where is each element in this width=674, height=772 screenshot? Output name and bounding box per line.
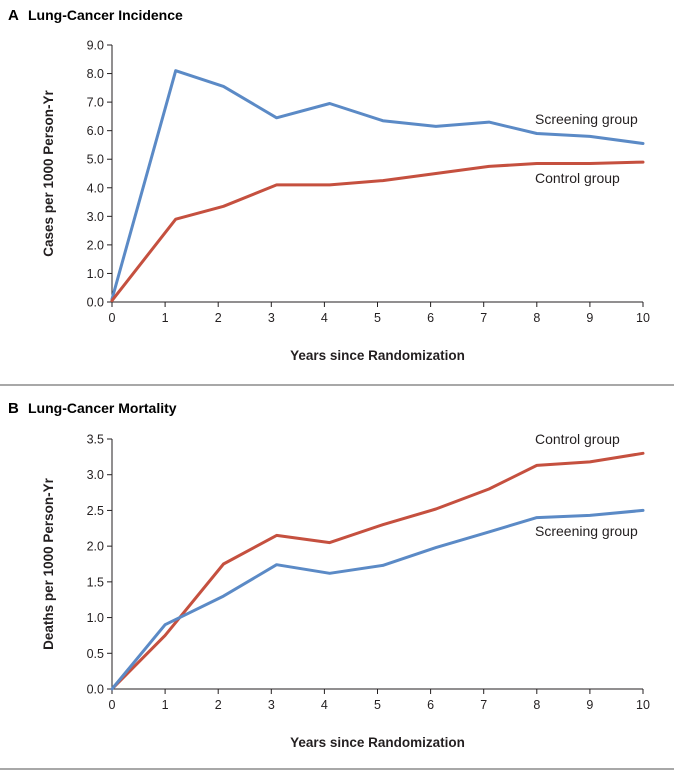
x-tick-label: 7 bbox=[480, 698, 487, 712]
panel-a-title: Lung-Cancer Incidence bbox=[28, 7, 183, 23]
x-tick-label: 10 bbox=[636, 311, 650, 325]
y-tick-label: 7.0 bbox=[87, 96, 104, 110]
y-tick-label: 0.0 bbox=[87, 296, 104, 310]
x-tick-label: 5 bbox=[374, 698, 381, 712]
y-tick-label: 0.0 bbox=[87, 683, 104, 697]
x-tick-label: 3 bbox=[268, 311, 275, 325]
y-tick-label: 3.5 bbox=[87, 433, 104, 447]
x-tick-label: 1 bbox=[162, 311, 169, 325]
control-group-label: Control group bbox=[535, 431, 620, 447]
panel-a-letter: A bbox=[8, 7, 19, 24]
x-tick-label: 8 bbox=[533, 698, 540, 712]
x-axis-title: Years since Randomization bbox=[290, 735, 465, 750]
control-group-label: Control group bbox=[535, 170, 620, 186]
y-tick-label: 1.0 bbox=[87, 611, 104, 625]
x-tick-label: 8 bbox=[533, 311, 540, 325]
x-tick-label: 9 bbox=[586, 698, 593, 712]
y-tick-label: 1.5 bbox=[87, 575, 104, 589]
panel-b-title: Lung-Cancer Mortality bbox=[28, 400, 177, 416]
x-axis-title: Years since Randomization bbox=[290, 348, 465, 363]
y-tick-label: 2.0 bbox=[87, 238, 104, 252]
screening-group-line bbox=[110, 69, 645, 301]
control-group-line bbox=[110, 451, 645, 691]
x-tick-label: 7 bbox=[480, 311, 487, 325]
control-group-line bbox=[110, 160, 645, 303]
x-tick-label: 3 bbox=[268, 698, 275, 712]
screening-group-label: Screening group bbox=[535, 111, 638, 127]
x-tick-label: 5 bbox=[374, 311, 381, 325]
x-tick-label: 0 bbox=[109, 311, 116, 325]
x-tick-label: 4 bbox=[321, 698, 328, 712]
y-tick-label: 2.0 bbox=[87, 540, 104, 554]
y-tick-label: 4.0 bbox=[87, 181, 104, 195]
x-tick-label: 1 bbox=[162, 698, 169, 712]
y-tick-label: 5.0 bbox=[87, 153, 104, 167]
x-tick-label: 10 bbox=[636, 698, 650, 712]
x-tick-label: 6 bbox=[427, 698, 434, 712]
panel-a-chart: 0.0 1.0 2.0 3.0 4.0 5.0 6.0 7.0 8.0 9.0 0 1 2 3 4 5 6 7 8 9… bbox=[41, 39, 650, 364]
y-tick-label: 6.0 bbox=[87, 124, 104, 138]
y-tick-label: 3.0 bbox=[87, 468, 104, 482]
x-tick-label: 2 bbox=[215, 311, 222, 325]
y-axis-title: Cases per 1000 Person-Yr bbox=[41, 89, 56, 256]
panel-b-chart: 0.0 0.5 1.0 1.5 2.0 2.5 3.0 3.5 0 1 2 3 4 5 6 7 8 9 10 Year… bbox=[41, 431, 650, 750]
x-tick-label: 9 bbox=[586, 311, 593, 325]
x-tick-label: 0 bbox=[109, 698, 116, 712]
y-tick-label: 1.0 bbox=[87, 267, 104, 281]
y-tick-label: 8.0 bbox=[87, 67, 104, 81]
panel-b-letter: B bbox=[8, 400, 19, 417]
y-tick-label: 2.5 bbox=[87, 504, 104, 518]
x-tick-label: 6 bbox=[427, 311, 434, 325]
y-tick-label: 0.5 bbox=[87, 647, 104, 661]
x-tick-label: 2 bbox=[215, 698, 222, 712]
y-tick-label: 3.0 bbox=[87, 210, 104, 224]
y-axis-title: Deaths per 1000 Person-Yr bbox=[41, 477, 56, 650]
y-tick-label: 9.0 bbox=[87, 39, 104, 53]
screening-group-label: Screening group bbox=[535, 523, 638, 539]
x-tick-label: 4 bbox=[321, 311, 328, 325]
screening-group-line bbox=[110, 508, 645, 691]
